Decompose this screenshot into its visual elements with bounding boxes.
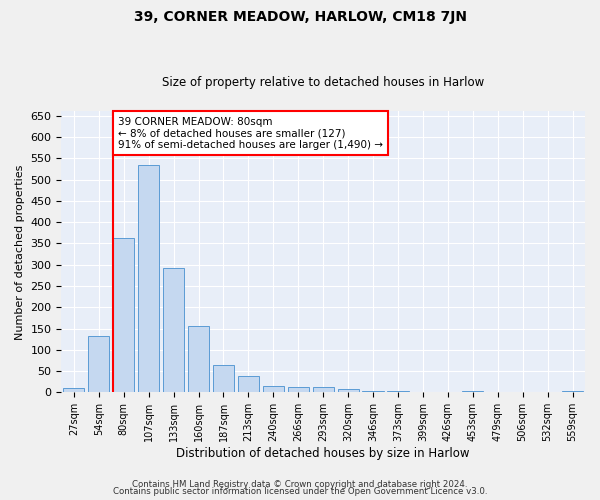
Bar (188, 326, 209, 392)
Y-axis label: Number of detached properties: Number of detached properties (15, 164, 25, 340)
Bar (462, 391, 484, 392)
Bar (362, 390, 383, 392)
Text: Contains HM Land Registry data © Crown copyright and database right 2024.: Contains HM Land Registry data © Crown c… (132, 480, 468, 489)
Title: Size of property relative to detached houses in Harlow: Size of property relative to detached ho… (162, 76, 484, 90)
Bar (88, 336, 109, 392)
Bar (287, 387, 309, 392)
Bar (313, 387, 334, 392)
Text: 39, CORNER MEADOW, HARLOW, CM18 7JN: 39, CORNER MEADOW, HARLOW, CM18 7JN (133, 10, 467, 24)
Bar (138, 164, 159, 392)
Bar (163, 268, 184, 392)
Bar (63, 388, 85, 392)
X-axis label: Distribution of detached houses by size in Harlow: Distribution of detached houses by size … (176, 447, 470, 460)
Bar (338, 388, 359, 392)
Bar (562, 391, 583, 392)
Text: Contains public sector information licensed under the Open Government Licence v3: Contains public sector information licen… (113, 487, 487, 496)
Bar (113, 238, 134, 392)
Text: 39 CORNER MEADOW: 80sqm
← 8% of detached houses are smaller (127)
91% of semi-de: 39 CORNER MEADOW: 80sqm ← 8% of detached… (118, 116, 383, 150)
Bar (263, 386, 284, 392)
Bar (213, 364, 234, 392)
Bar (238, 376, 259, 392)
